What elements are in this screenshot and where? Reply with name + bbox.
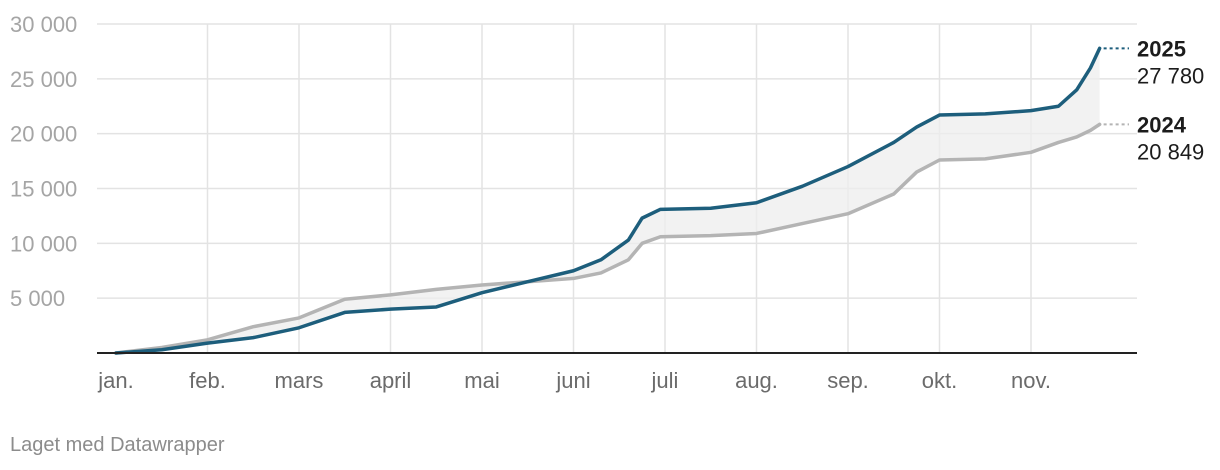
x-tick-label: juli bbox=[651, 368, 679, 393]
x-tick-label: feb. bbox=[189, 368, 226, 393]
y-tick-label: 25 000 bbox=[10, 67, 77, 92]
x-tick-label: april bbox=[370, 368, 412, 393]
end-label-value: 27 780 bbox=[1137, 63, 1204, 88]
series-line-2024 bbox=[114, 122, 1102, 355]
credit-text: Laget med Datawrapper bbox=[10, 434, 225, 456]
x-tick-label: mars bbox=[275, 368, 324, 393]
end-label-year: 2025 bbox=[1137, 36, 1186, 61]
y-tick-label: 20 000 bbox=[10, 122, 77, 147]
y-tick-label: 10 000 bbox=[10, 231, 77, 256]
end-label-value: 20 849 bbox=[1137, 139, 1204, 164]
series-line-2025 bbox=[114, 46, 1102, 355]
x-tick-label: jan. bbox=[97, 368, 133, 393]
difference-fill bbox=[116, 48, 1100, 353]
x-tick-label: aug. bbox=[735, 368, 778, 393]
x-tick-label: nov. bbox=[1011, 368, 1051, 393]
end-label-year: 2024 bbox=[1137, 112, 1187, 137]
y-axis-tick-labels: 5 000 10 000 15 000 20 000 25 000 30 000 bbox=[10, 12, 77, 311]
x-tick-label: sep. bbox=[827, 368, 869, 393]
x-tick-label: okt. bbox=[922, 368, 957, 393]
difference-area bbox=[116, 48, 1100, 353]
series-lines bbox=[114, 46, 1102, 355]
x-tick-label: mai bbox=[464, 368, 499, 393]
x-axis-tick-labels: jan. feb. mars april mai juni juli aug. sep. okt.… bbox=[97, 368, 1051, 393]
y-tick-label: 15 000 bbox=[10, 177, 77, 202]
y-tick-label: 30 000 bbox=[10, 12, 77, 37]
y-tick-label: 5 000 bbox=[10, 286, 65, 311]
grid-lines bbox=[97, 23, 1137, 353]
x-tick-label: juni bbox=[555, 368, 590, 393]
